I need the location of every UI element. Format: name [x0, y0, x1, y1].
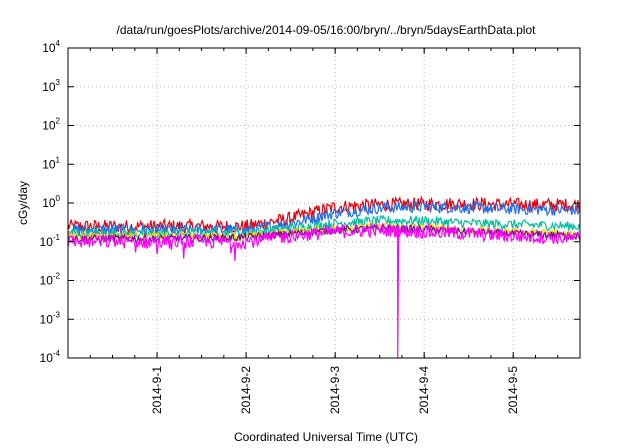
y-axis-label: cGy/day [16, 181, 30, 225]
x-tick-label: 2014-9-5 [506, 366, 520, 414]
x-axis-label: Coordinated Universal Time (UTC) [234, 430, 418, 444]
x-tick-label: 2014-9-3 [328, 366, 342, 414]
y-tick-label: 104 [42, 39, 60, 55]
y-tick-label: 10-4 [40, 349, 61, 365]
series-line-1 [67, 195, 581, 236]
series-group [67, 195, 581, 359]
x-axis: 2014-9-1 2014-9-2 2014-9-3 2014-9-4 2014-9-5 [67, 48, 581, 414]
x-tick-label: 2014-9-2 [239, 366, 253, 414]
series-line-2 [67, 199, 581, 237]
y-tick-label: 10-3 [40, 310, 61, 326]
y-tick-label: 10-2 [40, 272, 61, 288]
y-tick-label: 101 [42, 155, 60, 171]
y-tick-label: 102 [42, 117, 60, 133]
y-tick-label: 103 [42, 78, 60, 94]
chart-title: /data/run/goesPlots/archive/2014-09-05/1… [117, 23, 537, 37]
y-axis: 10-4 10-3 10-2 10-1 100 101 102 103 104 [40, 39, 580, 365]
series-line-6 [67, 222, 581, 359]
y-tick-label: 100 [42, 194, 60, 210]
y-tick-label: 10-1 [40, 233, 61, 249]
x-tick-label: 2014-9-1 [150, 366, 164, 414]
x-tick-label: 2014-9-4 [417, 366, 431, 414]
grid [68, 48, 580, 358]
